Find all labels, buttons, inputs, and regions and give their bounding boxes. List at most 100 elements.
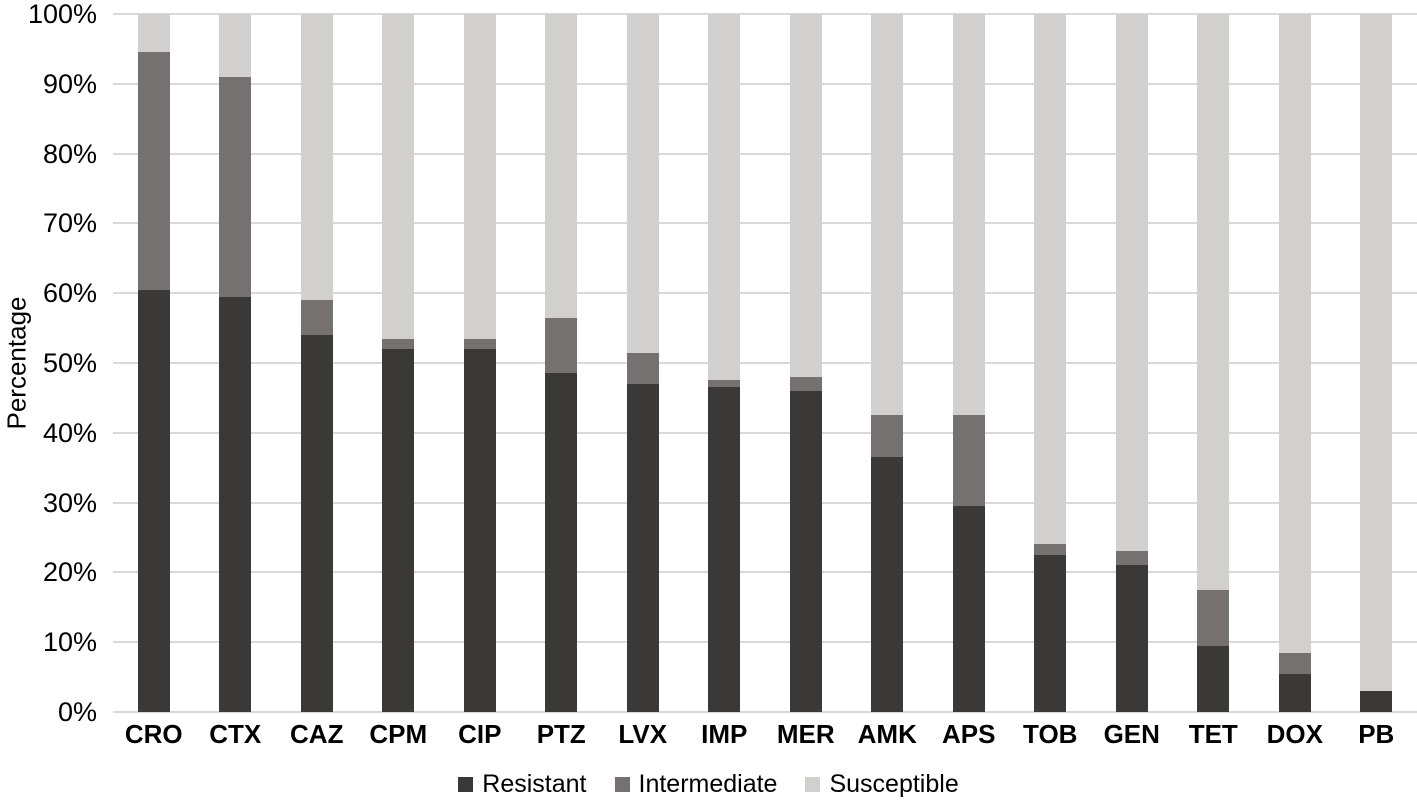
x-tick-label-amk: AMK — [857, 719, 917, 749]
bar-segment-intermediate — [952, 415, 985, 507]
bar-segment-intermediate — [789, 376, 822, 391]
bar-segment-intermediate — [708, 380, 741, 388]
bar-segment-susceptible — [952, 14, 985, 416]
bar-segment-resistant — [382, 349, 415, 712]
bar-segment-intermediate — [545, 317, 578, 374]
bar-segment-susceptible — [789, 14, 822, 377]
stacked-bar-pb — [1360, 14, 1393, 712]
x-tick-label-cip: CIP — [458, 719, 502, 749]
y-tick-label: 90% — [42, 68, 97, 99]
gridline — [113, 152, 1417, 155]
bar-segment-resistant — [1034, 554, 1067, 712]
bar-segment-intermediate — [300, 300, 333, 336]
bar-segment-intermediate — [463, 338, 496, 350]
bar-segment-intermediate — [1278, 652, 1311, 674]
gridline — [113, 292, 1417, 295]
bar-segment-resistant — [1115, 565, 1148, 712]
x-tick-label-imp: IMP — [701, 719, 748, 749]
gridline — [113, 222, 1417, 225]
bars-container — [113, 14, 1417, 712]
x-tick-label-lvx: LVX — [618, 719, 668, 749]
y-tick-label: 50% — [42, 348, 97, 378]
legend-label: Resistant — [482, 770, 587, 798]
bar-segment-resistant — [1197, 645, 1230, 712]
y-tick-label: 60% — [42, 278, 97, 309]
bar-slot-ptz — [521, 14, 603, 712]
bar-slot-pb — [1336, 14, 1417, 712]
stacked-bar-ctx — [219, 14, 252, 712]
x-tick-label-mer: MER — [776, 719, 835, 749]
bar-segment-intermediate — [1115, 551, 1148, 566]
bar-segment-resistant — [463, 349, 496, 712]
bar-segment-resistant — [545, 373, 578, 712]
bar-slot-cro — [113, 14, 195, 712]
gridline — [113, 711, 1417, 713]
y-tick-label: 100% — [27, 0, 97, 29]
x-tick-label-cro: CRO — [124, 719, 183, 749]
stacked-bar-aps — [952, 14, 985, 712]
x-tick-label-ctx: CTX — [209, 719, 262, 749]
x-tick-label-gen: GEN — [1103, 719, 1160, 749]
bar-slot-mer — [765, 14, 847, 712]
bar-segment-intermediate — [382, 338, 415, 350]
bar-segment-resistant — [871, 457, 904, 712]
bar-segment-resistant — [1278, 673, 1311, 712]
legend-swatch-susceptible — [805, 777, 821, 792]
x-tick-label-dox: DOX — [1266, 719, 1323, 749]
bar-segment-intermediate — [219, 76, 252, 297]
x-tick-label-caz: CAZ — [290, 719, 344, 749]
bar-slot-ctx — [195, 14, 277, 712]
stacked-bar-cro — [137, 14, 170, 712]
bar-slot-cip — [439, 14, 521, 712]
x-tick-label-tet: TET — [1188, 719, 1238, 749]
legend-swatch-intermediate — [614, 777, 630, 792]
bar-segment-susceptible — [300, 14, 333, 301]
x-tick-label-aps: APS — [942, 719, 996, 749]
gridline — [113, 13, 1417, 15]
stacked-bar-amk — [871, 14, 904, 712]
x-tick-label-tob: TOB — [1023, 719, 1078, 749]
bar-segment-susceptible — [1278, 14, 1311, 653]
stacked-bar-mer — [789, 14, 822, 712]
plot-area — [113, 13, 1417, 713]
bar-segment-susceptible — [463, 14, 496, 339]
bar-segment-intermediate — [1034, 544, 1067, 555]
stacked-bar-gen — [1115, 14, 1148, 712]
gridline — [113, 571, 1417, 574]
x-tick-label-pb: PB — [1358, 719, 1395, 749]
gridline — [113, 501, 1417, 504]
bar-slot-aps — [928, 14, 1010, 712]
bar-segment-susceptible — [1197, 14, 1230, 590]
bar-segment-intermediate — [1197, 589, 1230, 646]
bar-slot-tet — [1173, 14, 1255, 712]
bar-slot-imp — [684, 14, 766, 712]
bar-slot-amk — [847, 14, 929, 712]
bar-segment-intermediate — [626, 352, 659, 384]
bar-segment-susceptible — [708, 14, 741, 381]
bar-segment-susceptible — [219, 14, 252, 77]
bar-segment-susceptible — [1360, 14, 1393, 692]
legend-item-susceptible: Susceptible — [805, 770, 959, 799]
bar-segment-susceptible — [382, 14, 415, 339]
legend-item-resistant: Resistant — [458, 770, 587, 799]
y-axis-tick-labels: 0% 10% 20% 30% 40% 50% 60% 70% 80% 90% 100% — [0, 1, 105, 726]
chart-legend: Resistant Intermediate Susceptible — [0, 770, 1417, 799]
stacked-bar-tob — [1034, 14, 1067, 712]
bar-segment-susceptible — [1115, 14, 1148, 552]
bar-slot-caz — [276, 14, 358, 712]
bar-segment-resistant — [789, 390, 822, 712]
bar-segment-susceptible — [137, 14, 170, 53]
gridline — [113, 431, 1417, 434]
y-tick-label: 0% — [57, 697, 97, 727]
bar-slot-dox — [1254, 14, 1336, 712]
stacked-bar-dox — [1278, 14, 1311, 712]
x-tick-label-cpm: CPM — [369, 719, 428, 749]
bar-slot-gen — [1091, 14, 1173, 712]
bar-segment-resistant — [300, 335, 333, 712]
stacked-bar-imp — [708, 14, 741, 712]
stacked-bar-cpm — [382, 14, 415, 712]
bar-segment-susceptible — [871, 14, 904, 416]
bar-segment-intermediate — [871, 415, 904, 458]
stacked-bar-ptz — [545, 14, 578, 712]
